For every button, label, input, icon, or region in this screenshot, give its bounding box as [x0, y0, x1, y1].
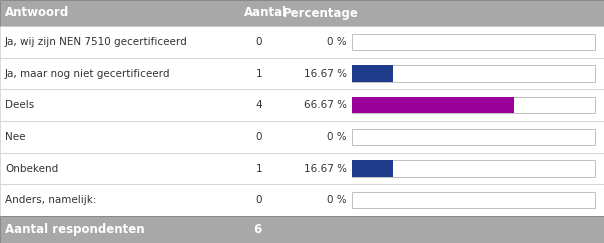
Text: 0 %: 0 % [327, 195, 347, 205]
Text: Aantal: Aantal [245, 7, 288, 19]
Bar [352, 129, 595, 145]
Text: 0: 0 [255, 37, 262, 47]
Bar [352, 160, 393, 177]
Bar [0, 121, 604, 153]
Bar [0, 0, 604, 26]
Bar [352, 65, 393, 82]
Bar [352, 192, 595, 208]
Text: 1: 1 [255, 164, 262, 174]
Text: 16.67 %: 16.67 % [304, 164, 347, 174]
Text: Anders, namelijk:: Anders, namelijk: [5, 195, 97, 205]
Text: Ja, wij zijn NEN 7510 gecertificeerd: Ja, wij zijn NEN 7510 gecertificeerd [5, 37, 188, 47]
Text: 0 %: 0 % [327, 132, 347, 142]
Text: Deels: Deels [5, 100, 34, 110]
Bar [0, 89, 604, 121]
Bar [0, 216, 604, 243]
Bar [352, 97, 595, 113]
Text: Nee: Nee [5, 132, 25, 142]
Bar [0, 58, 604, 89]
Text: 1: 1 [255, 69, 262, 78]
Text: Percentage: Percentage [283, 7, 359, 19]
Text: Antwoord: Antwoord [5, 7, 69, 19]
Text: Aantal respondenten: Aantal respondenten [5, 223, 144, 236]
Text: 0: 0 [255, 195, 262, 205]
Text: 66.67 %: 66.67 % [304, 100, 347, 110]
Bar [0, 153, 604, 184]
Bar [352, 97, 514, 113]
Bar [0, 26, 604, 58]
Text: 16.67 %: 16.67 % [304, 69, 347, 78]
Text: 0 %: 0 % [327, 37, 347, 47]
Bar [0, 184, 604, 216]
Text: 0: 0 [255, 132, 262, 142]
Text: Ja, maar nog niet gecertificeerd: Ja, maar nog niet gecertificeerd [5, 69, 170, 78]
Text: 4: 4 [255, 100, 262, 110]
Bar [352, 65, 595, 82]
Text: 6: 6 [254, 223, 262, 236]
Text: Onbekend: Onbekend [5, 164, 58, 174]
Bar [352, 160, 595, 177]
Bar [352, 34, 595, 50]
